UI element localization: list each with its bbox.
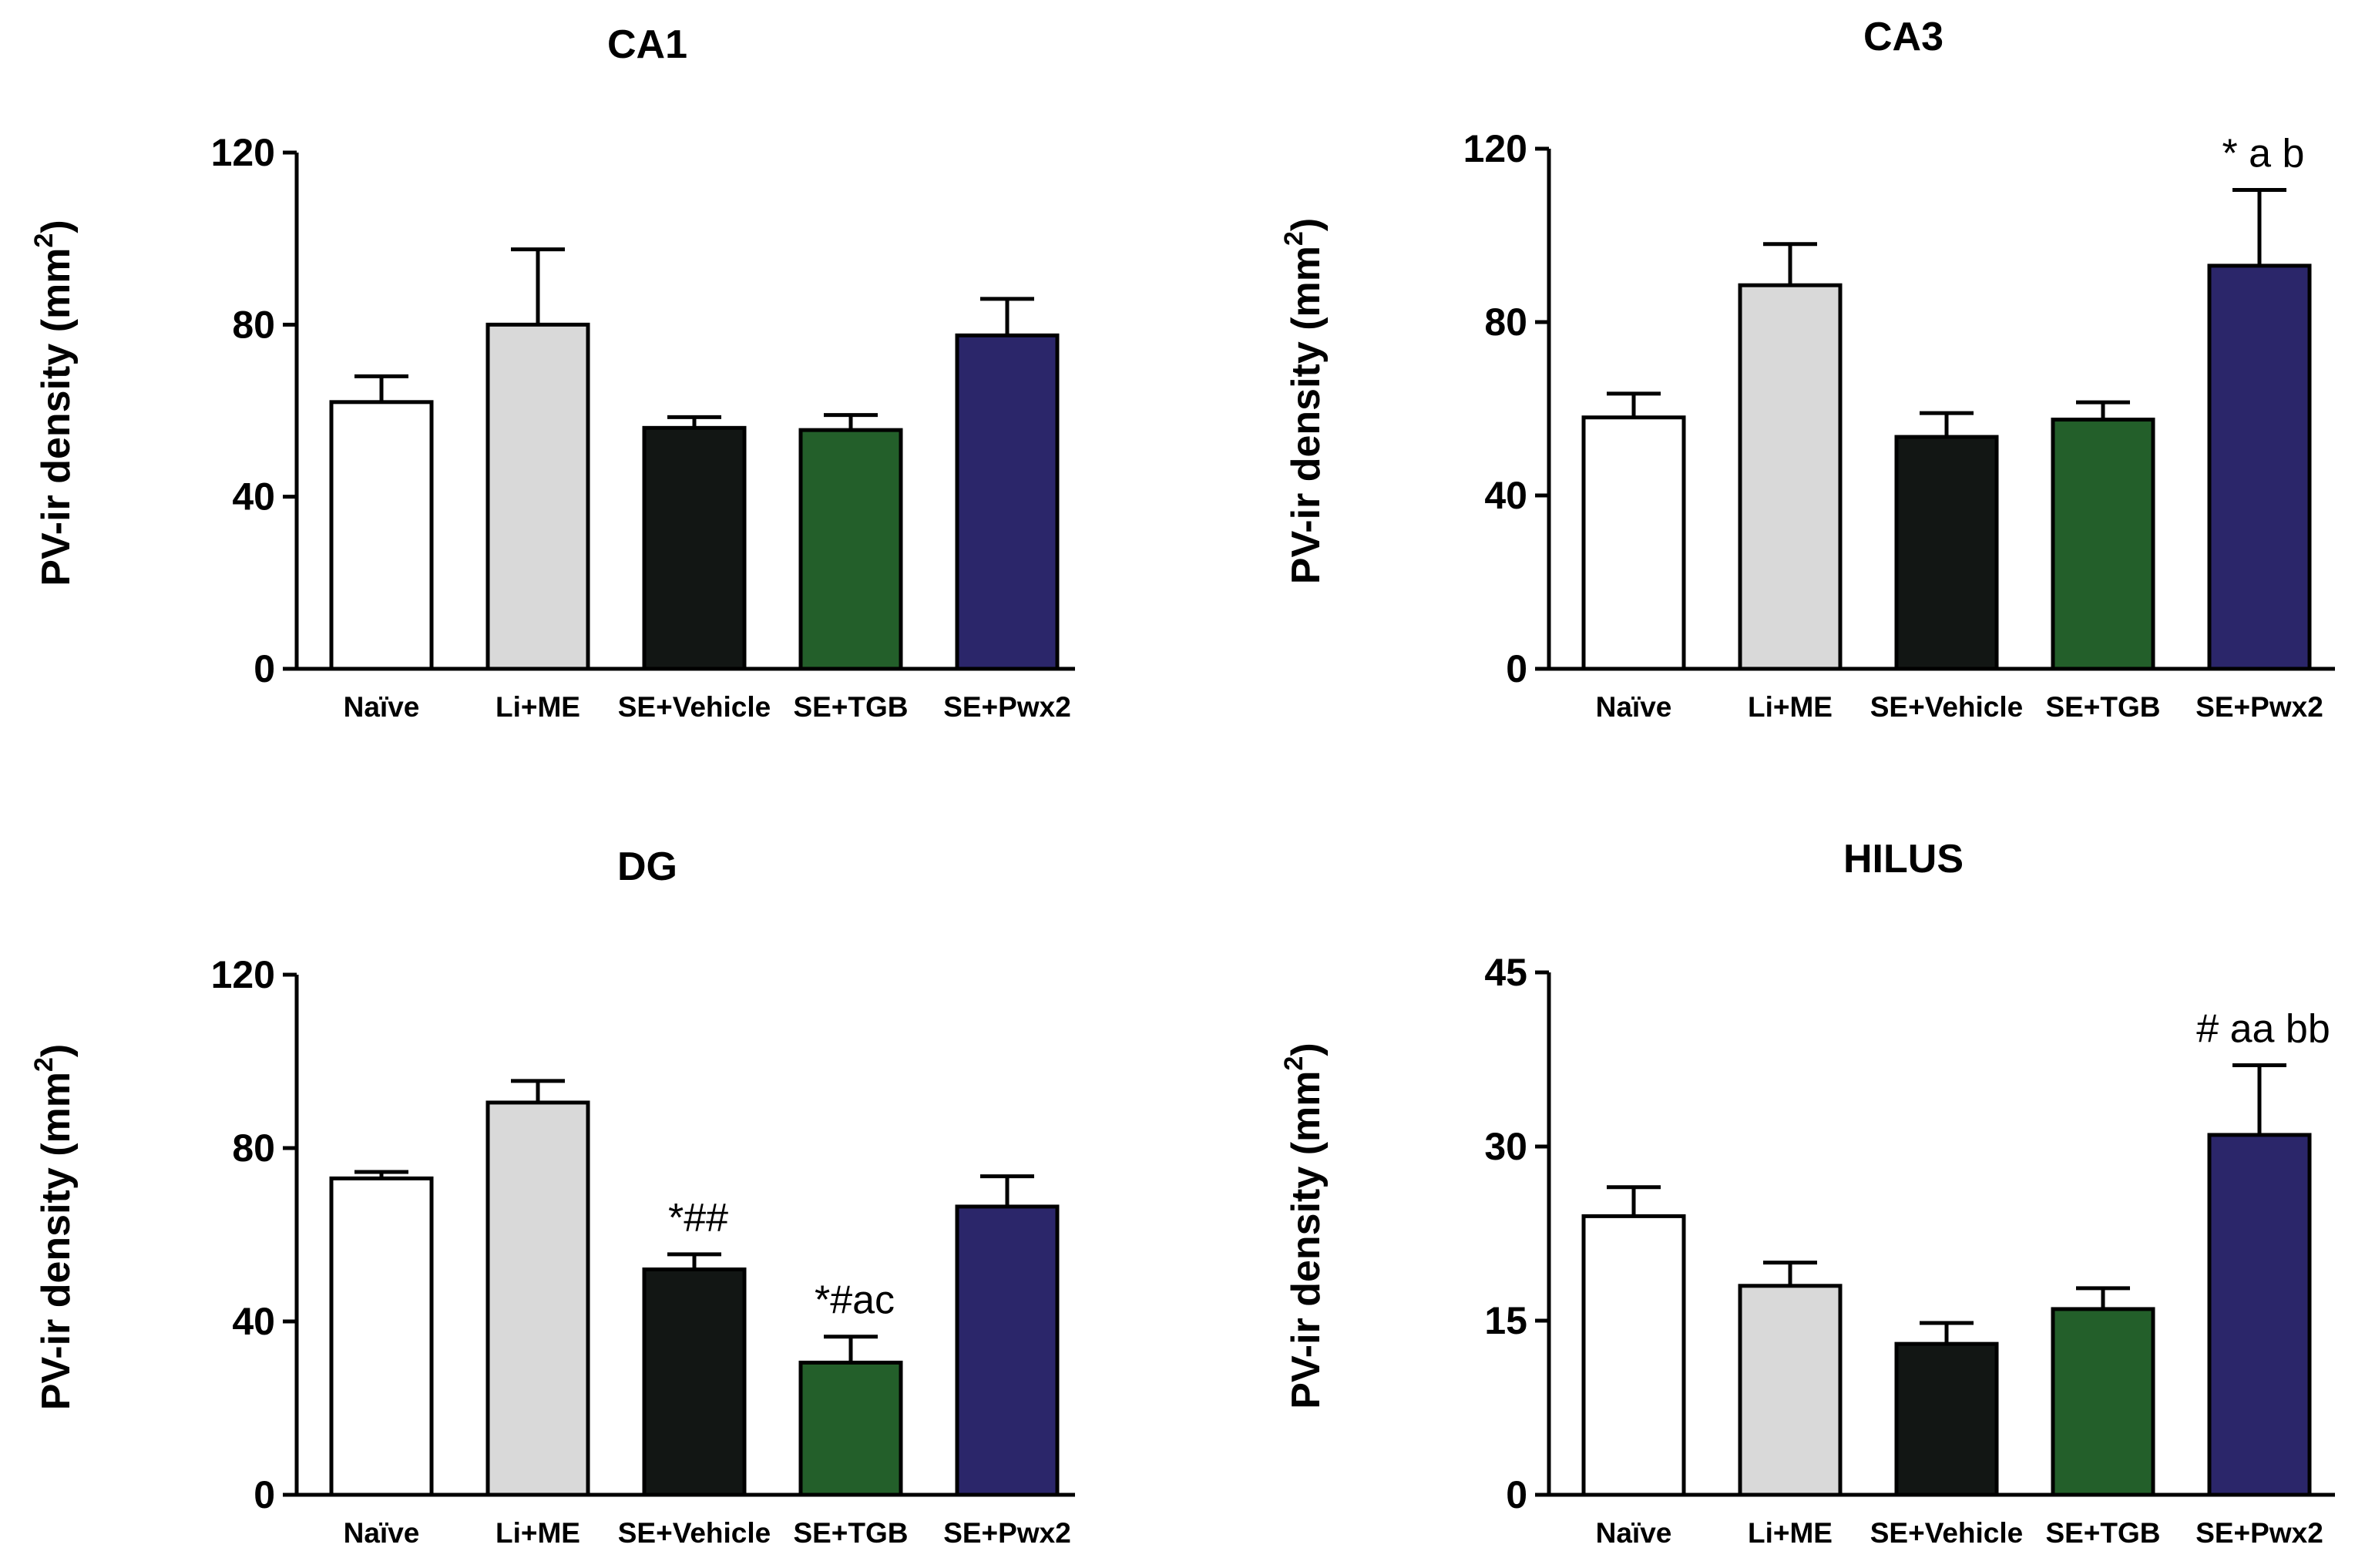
chart-title-hilus: HILUS: [1843, 837, 1964, 881]
y-axis-label-text: PV-ir density (mm: [1284, 246, 1329, 584]
x-tick-label: SE+Pwx2: [2195, 1517, 2323, 1549]
bar-se-vehicle: [642, 1267, 747, 1497]
x-tick-label: SE+TGB: [2045, 691, 2160, 723]
x-tick-label: SE+Pwx2: [943, 1517, 1071, 1549]
y-tick-label: 40: [1484, 474, 1527, 517]
x-tick-label: Naïve: [344, 691, 420, 723]
bar-se-pwx2: [955, 333, 1060, 671]
significance-annotation: * a b: [2222, 131, 2305, 176]
y-tick-label: 80: [1484, 301, 1527, 344]
y-axis-label-close: ): [1284, 218, 1329, 231]
x-tick-label: SE+Vehicle: [1870, 691, 2024, 723]
x-tick-label: Naïve: [1596, 1517, 1672, 1549]
bar-li-me: [485, 1100, 590, 1497]
significance-annotation: *##: [668, 1196, 728, 1241]
bar-na-ve: [1581, 415, 1686, 671]
y-axis-label-hilus: PV-ir density (mm2): [1279, 1043, 1329, 1409]
chart-title-ca3: CA3: [1863, 15, 1943, 59]
x-tick-label: SE+Vehicle: [618, 1517, 771, 1549]
bar-se-pwx2: [955, 1204, 1060, 1497]
y-tick-label: 120: [211, 131, 275, 174]
y-axis-label-sup: 2: [1279, 231, 1309, 246]
y-axis-label-close: ): [34, 1044, 79, 1057]
bar-se-tgb: [2051, 1307, 2155, 1497]
significance-annotation: *#ac: [815, 1278, 895, 1323]
bar-se-pwx2: [2207, 1133, 2312, 1497]
bar-na-ve: [329, 1176, 434, 1497]
y-axis-label-sup: 2: [29, 1057, 59, 1072]
bar-se-vehicle: [1894, 1341, 1999, 1497]
panel-ca1: CA1 PV-ir density (mm2) 0 40 80 120 Naïve Li+ME…: [29, 22, 1075, 723]
y-tick-label: 30: [1484, 1125, 1527, 1168]
y-tick-label: 45: [1484, 951, 1527, 994]
y-axis-label-text: PV-ir density (mm: [34, 248, 79, 586]
y-tick-label: 15: [1484, 1299, 1527, 1342]
y-tick-label: 40: [232, 475, 275, 519]
bar-se-vehicle: [642, 425, 747, 671]
y-tick-label: 0: [254, 1473, 275, 1516]
y-tick-label: 0: [254, 647, 275, 690]
bar-li-me: [485, 322, 590, 671]
bar-li-me: [1738, 1284, 1843, 1497]
x-tick-label: SE+TGB: [793, 1517, 908, 1549]
y-axis-label-close: ): [34, 220, 79, 233]
bar-na-ve: [1581, 1214, 1686, 1497]
y-tick-label: 40: [232, 1300, 275, 1343]
x-tick-label: Li+ME: [496, 691, 580, 723]
x-tick-label: SE+Pwx2: [943, 691, 1071, 723]
y-tick-label: 120: [211, 953, 275, 996]
y-axis-label-close: ): [1284, 1043, 1329, 1056]
bar-se-pwx2: [2207, 264, 2312, 671]
bar-li-me: [1738, 283, 1843, 671]
x-tick-label: SE+TGB: [2045, 1517, 2160, 1549]
y-tick-label: 0: [1506, 1473, 1527, 1516]
x-tick-label: Li+ME: [1748, 691, 1833, 723]
x-tick-label: Naïve: [1596, 691, 1672, 723]
x-tick-label: SE+Vehicle: [1870, 1517, 2024, 1549]
panel-ca3: CA3 PV-ir density (mm2) 0 40 80 120 Naïve Li+ME…: [1279, 15, 2335, 723]
chart-title-dg: DG: [617, 844, 677, 889]
x-tick-label: SE+TGB: [793, 691, 908, 723]
y-axis-label-text: PV-ir density (mm: [1284, 1071, 1329, 1409]
bar-se-tgb: [798, 428, 903, 671]
bar-se-vehicle: [1894, 435, 1999, 671]
y-tick-label: 80: [232, 303, 275, 346]
y-axis-label-ca1: PV-ir density (mm2): [29, 220, 79, 586]
y-tick-label: 80: [232, 1126, 275, 1170]
x-tick-label: Li+ME: [1748, 1517, 1833, 1549]
y-axis-label-sup: 2: [1279, 1056, 1309, 1071]
panel-dg: DG PV-ir density (mm2) 0 40 80 120 Naïve Li+ME S…: [29, 844, 1075, 1549]
x-tick-label: SE+Vehicle: [618, 691, 771, 723]
y-axis-label-text: PV-ir density (mm: [34, 1072, 79, 1410]
y-tick-label: 0: [1506, 647, 1527, 690]
bar-se-tgb: [2051, 418, 2155, 671]
bar-na-ve: [329, 400, 434, 671]
panel-hilus: HILUS PV-ir density (mm2) 0 15 30 45 Naïve Li+M…: [1279, 837, 2335, 1549]
x-tick-label: Naïve: [344, 1517, 420, 1549]
x-tick-label: SE+Pwx2: [2195, 691, 2323, 723]
y-axis-label-ca3: PV-ir density (mm2): [1279, 218, 1329, 584]
bar-se-tgb: [798, 1360, 903, 1497]
y-tick-label: 120: [1463, 127, 1527, 170]
y-axis-label-sup: 2: [29, 233, 59, 248]
significance-annotation: # aa bb: [2196, 1007, 2330, 1052]
x-tick-label: Li+ME: [496, 1517, 580, 1549]
chart-title-ca1: CA1: [607, 22, 687, 67]
y-axis-label-dg: PV-ir density (mm2): [29, 1044, 79, 1410]
